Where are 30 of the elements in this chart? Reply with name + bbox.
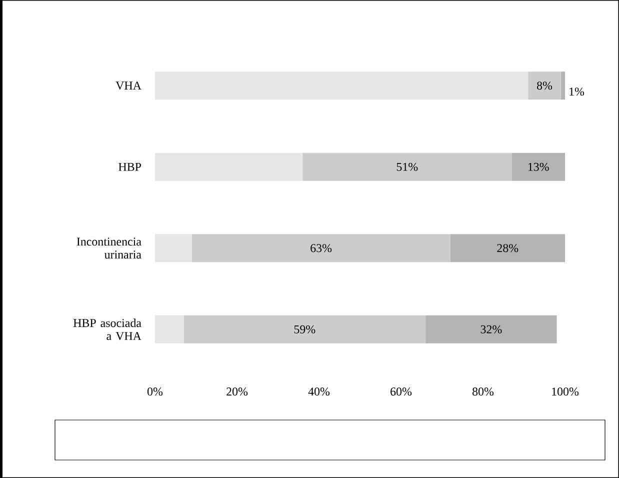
bar — [512, 152, 566, 181]
y-tick-label: VHA — [116, 82, 142, 90]
bar — [155, 152, 303, 181]
x-tick-label: 0% — [147, 388, 163, 396]
bar — [155, 315, 184, 344]
x-tick-label: 20% — [226, 388, 248, 396]
data-label: 13% — [528, 162, 549, 171]
data-label: 8% — [536, 82, 552, 90]
bar — [155, 72, 528, 100]
y-tick-label: HBP — [118, 162, 141, 171]
data-label: 1% — [570, 88, 584, 96]
x-tick-label: 80% — [472, 388, 494, 396]
data-label: 51% — [396, 162, 418, 171]
bar — [426, 315, 557, 344]
bar — [560, 72, 566, 100]
bar — [528, 72, 561, 100]
y-tick-label: Incontinencia urinaria — [76, 238, 142, 259]
x-tick-label: 100% — [552, 388, 579, 396]
bar — [184, 315, 426, 344]
data-label: 28% — [497, 244, 518, 252]
x-tick-label: 60% — [390, 388, 412, 396]
bar — [155, 234, 192, 262]
bar — [192, 234, 450, 262]
bar — [302, 152, 512, 181]
y-tick-label: HBP asociada a VHA — [73, 318, 142, 340]
data-label: 59% — [294, 325, 316, 334]
data-label: 32% — [480, 325, 502, 334]
data-label: 63% — [310, 244, 332, 252]
bar — [450, 234, 566, 262]
x-tick-label: 40% — [308, 388, 330, 396]
